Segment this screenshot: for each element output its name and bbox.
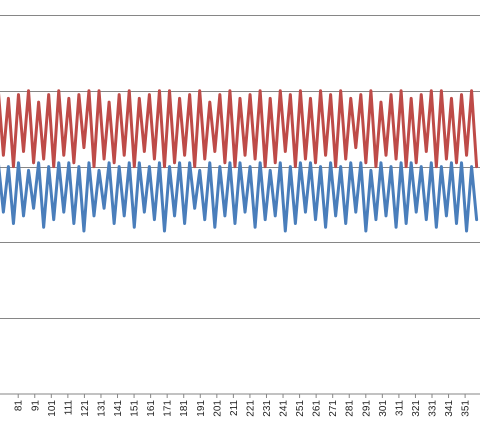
- x-tick-label: 351: [461, 400, 472, 417]
- x-tick-label: 161: [146, 400, 157, 417]
- x-tick-label: 331: [428, 400, 439, 417]
- x-tick-label: 301: [378, 400, 389, 417]
- x-tick-label: 191: [196, 400, 207, 417]
- x-tick-label: 261: [312, 400, 323, 417]
- x-tick-label: 231: [262, 400, 273, 417]
- x-tick-label: 131: [96, 400, 107, 417]
- series-layer: [0, 89, 479, 233]
- x-axis-ticks: 81 91 101 111 121 131 141 151 161 171 181 191 201 211…: [14, 394, 472, 417]
- x-tick-label: 281: [345, 400, 356, 417]
- x-tick-label: 171: [163, 400, 174, 417]
- x-tick-label: 181: [179, 400, 190, 417]
- x-tick-label: 241: [279, 400, 290, 417]
- x-tick-label: 201: [212, 400, 223, 417]
- x-tick-label: 141: [113, 400, 124, 417]
- x-tick-label: 291: [361, 400, 372, 417]
- x-tick-label: 101: [47, 400, 58, 417]
- x-tick-label: 311: [394, 400, 405, 416]
- x-tick-label: 211: [229, 400, 240, 416]
- x-tick-label: 251: [295, 400, 306, 417]
- series-line-2: [0, 161, 479, 233]
- x-tick-label: 321: [411, 400, 422, 417]
- x-tick-label: 271: [328, 400, 339, 417]
- x-tick-label: 341: [444, 400, 455, 417]
- x-tick-label: 121: [80, 400, 91, 417]
- series-line-1: [0, 89, 479, 169]
- x-tick-label: 221: [245, 400, 256, 417]
- x-tick-label: 81: [14, 400, 25, 412]
- x-tick-label: 91: [30, 400, 41, 412]
- x-tick-label: 151: [130, 400, 141, 417]
- x-tick-label: 111: [63, 400, 74, 416]
